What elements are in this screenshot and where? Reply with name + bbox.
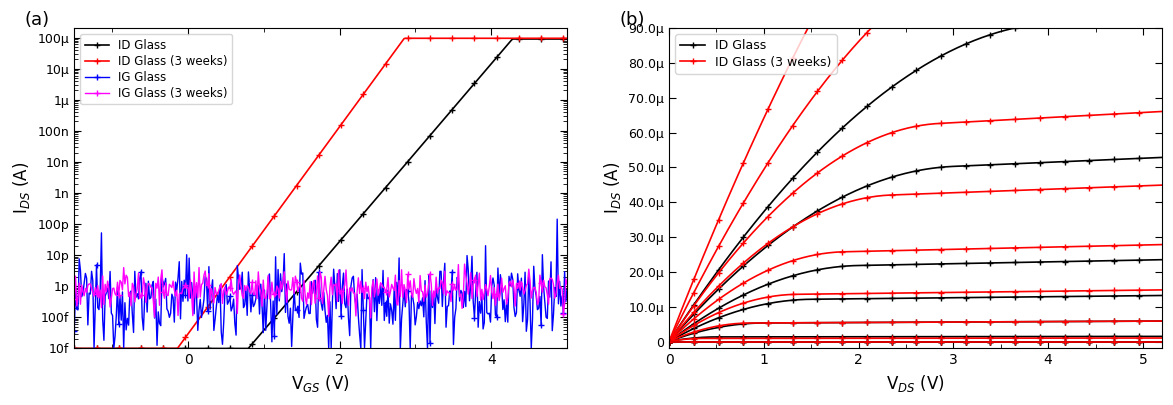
ID Glass: [956, 43, 970, 48]
Legend: ID Glass, ID Glass (3 weeks), IG Glass, IG Glass (3 weeks): ID Glass, ID Glass (3 weeks), IG Glass, …: [80, 34, 232, 104]
IG Glass (3 weeks): [379, 290, 393, 294]
ID Glass (3 weeks): [67, 346, 81, 351]
IG Glass (3 weeks): [457, 262, 472, 266]
X-axis label: V$_{DS}$ (V): V$_{DS}$ (V): [886, 373, 944, 394]
Line: IG Glass (3 weeks): IG Glass (3 weeks): [72, 261, 570, 321]
ID Glass: [263, 321, 277, 326]
Line: ID Glass: ID Glass: [666, 11, 1165, 344]
Line: ID Glass (3 weeks): ID Glass (3 weeks): [72, 36, 570, 351]
IG Glass: [379, 300, 393, 305]
Line: ID Glass: ID Glass: [72, 36, 570, 351]
Text: (a): (a): [25, 11, 50, 29]
IG Glass (3 weeks): [560, 281, 574, 286]
IG Glass: [427, 289, 441, 294]
Line: IG Glass: IG Glass: [72, 216, 570, 351]
ID Glass: [423, 133, 438, 138]
ID Glass (3 weeks): [427, 36, 441, 41]
Y-axis label: I$_{DS}$ (A): I$_{DS}$ (A): [602, 162, 623, 214]
IG Glass: [425, 288, 439, 293]
ID Glass (3 weeks): [228, 267, 242, 272]
IG Glass (3 weeks): [425, 281, 439, 286]
Line: ID Glass (3 weeks): ID Glass (3 weeks): [666, 0, 1165, 344]
ID Glass: [506, 36, 520, 41]
ID Glass (3 weeks): [127, 346, 141, 351]
IG Glass: [229, 333, 243, 338]
ID Glass: [378, 187, 392, 192]
IG Glass: [550, 217, 564, 222]
ID Glass: [426, 130, 440, 135]
IG Glass (3 weeks): [127, 284, 141, 289]
ID Glass (3 weeks): [263, 220, 277, 225]
IG Glass (3 weeks): [67, 297, 81, 302]
IG Glass (3 weeks): [364, 315, 378, 320]
ID Glass: [1108, 15, 1123, 20]
Text: (b): (b): [619, 11, 645, 29]
IG Glass: [67, 328, 81, 333]
ID Glass: [664, 337, 678, 341]
ID Glass (3 weeks): [399, 36, 413, 41]
ID Glass: [1077, 18, 1091, 23]
IG Glass (3 weeks): [263, 296, 277, 301]
ID Glass: [127, 346, 141, 351]
ID Glass: [228, 346, 242, 351]
Y-axis label: I$_{DS}$ (A): I$_{DS}$ (A): [11, 162, 32, 214]
IG Glass: [560, 287, 574, 292]
ID Glass (3 weeks): [425, 36, 439, 41]
ID Glass: [954, 44, 968, 49]
ID Glass (3 weeks): [378, 63, 392, 68]
IG Glass: [264, 301, 278, 306]
IG Glass: [87, 346, 101, 351]
ID Glass: [560, 36, 574, 41]
Legend: ID Glass, ID Glass (3 weeks): ID Glass, ID Glass (3 weeks): [676, 34, 836, 74]
IG Glass (3 weeks): [228, 290, 242, 294]
IG Glass: [128, 269, 142, 274]
ID Glass (3 weeks): [664, 335, 678, 340]
IG Glass (3 weeks): [427, 289, 441, 294]
ID Glass: [67, 346, 81, 351]
ID Glass (3 weeks): [662, 339, 676, 344]
ID Glass (3 weeks): [560, 36, 574, 41]
ID Glass: [1155, 12, 1169, 17]
ID Glass: [662, 339, 676, 344]
X-axis label: V$_{GS}$ (V): V$_{GS}$ (V): [291, 373, 350, 394]
ID Glass: [964, 39, 978, 44]
